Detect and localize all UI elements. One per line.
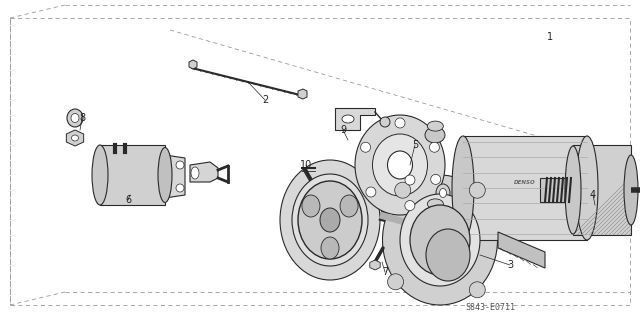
Ellipse shape — [452, 136, 474, 240]
Ellipse shape — [372, 134, 428, 196]
Text: 3: 3 — [507, 260, 513, 270]
Text: DENSO: DENSO — [514, 181, 536, 186]
Polygon shape — [498, 232, 545, 268]
Text: 8: 8 — [79, 113, 85, 123]
Circle shape — [366, 187, 376, 197]
Bar — [540, 178, 572, 202]
Ellipse shape — [576, 136, 598, 240]
Ellipse shape — [565, 146, 581, 234]
Ellipse shape — [340, 195, 358, 217]
Polygon shape — [335, 108, 375, 130]
Text: 10: 10 — [300, 160, 312, 170]
Ellipse shape — [400, 194, 480, 286]
Circle shape — [176, 184, 184, 192]
Ellipse shape — [355, 115, 445, 215]
Ellipse shape — [321, 237, 339, 259]
Circle shape — [405, 175, 415, 185]
Circle shape — [388, 274, 404, 290]
Circle shape — [405, 201, 415, 211]
Ellipse shape — [425, 127, 445, 143]
Circle shape — [380, 117, 390, 127]
Circle shape — [469, 282, 485, 298]
Ellipse shape — [71, 114, 79, 122]
Text: S843-E0711: S843-E0711 — [465, 303, 515, 313]
Ellipse shape — [320, 208, 340, 232]
Ellipse shape — [92, 145, 108, 205]
Ellipse shape — [158, 147, 172, 203]
Ellipse shape — [342, 115, 354, 123]
Ellipse shape — [426, 229, 470, 281]
Ellipse shape — [428, 199, 444, 209]
Ellipse shape — [302, 195, 320, 217]
Circle shape — [176, 161, 184, 169]
Ellipse shape — [440, 189, 447, 197]
Ellipse shape — [624, 155, 638, 225]
Polygon shape — [298, 89, 307, 99]
Ellipse shape — [383, 175, 497, 305]
Circle shape — [469, 182, 485, 198]
Circle shape — [395, 118, 405, 128]
Ellipse shape — [292, 174, 368, 266]
Ellipse shape — [436, 184, 450, 202]
Text: 6: 6 — [125, 195, 131, 205]
Ellipse shape — [67, 109, 83, 127]
Ellipse shape — [191, 167, 199, 179]
Ellipse shape — [387, 151, 413, 179]
Ellipse shape — [428, 121, 444, 131]
Bar — [463, 136, 587, 240]
Text: 9: 9 — [340, 125, 346, 135]
Ellipse shape — [280, 160, 380, 280]
Polygon shape — [190, 162, 218, 182]
Text: 5: 5 — [412, 140, 418, 150]
Polygon shape — [370, 260, 380, 270]
Bar — [573, 145, 631, 235]
Circle shape — [360, 142, 371, 152]
Text: 7: 7 — [382, 267, 388, 277]
Text: 1: 1 — [547, 32, 553, 42]
Polygon shape — [165, 155, 185, 198]
Ellipse shape — [410, 205, 470, 275]
Circle shape — [395, 182, 411, 198]
Ellipse shape — [72, 135, 79, 141]
Text: 4: 4 — [590, 190, 596, 200]
Circle shape — [431, 174, 441, 184]
Polygon shape — [189, 60, 197, 69]
Text: 2: 2 — [262, 95, 268, 105]
Polygon shape — [67, 130, 84, 146]
Bar — [100, 145, 165, 205]
Circle shape — [429, 142, 440, 152]
Ellipse shape — [298, 181, 362, 259]
